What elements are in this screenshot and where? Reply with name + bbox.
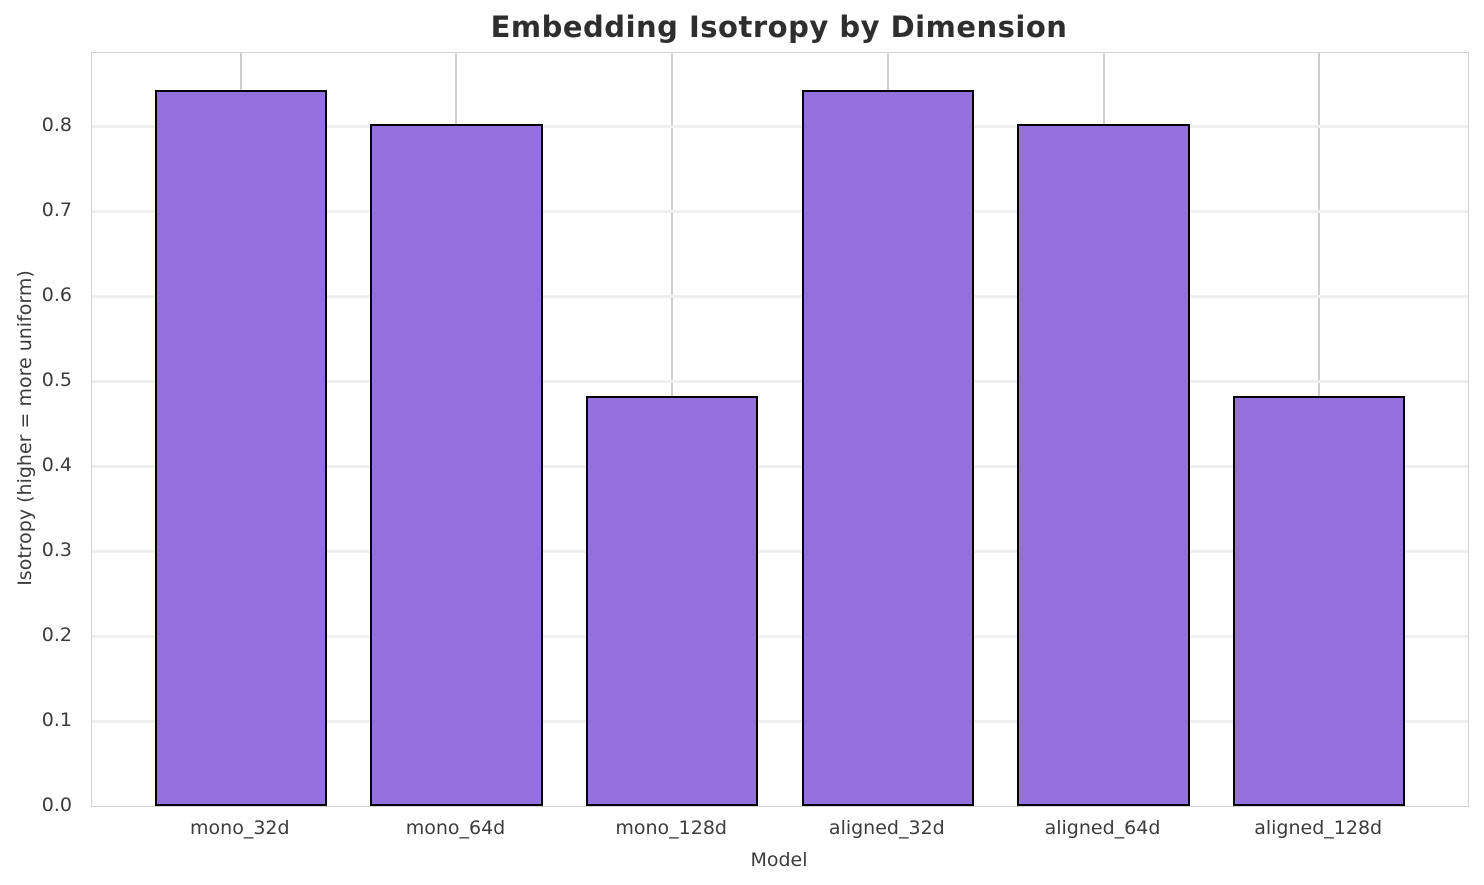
y-tick-label: 0.1 bbox=[41, 708, 72, 731]
bar-mono_64d bbox=[370, 124, 543, 806]
bar-mono_128d bbox=[585, 396, 759, 806]
gridline-horizontal bbox=[92, 719, 1468, 723]
y-axis-label-text: Isotropy (higher = more uniform) bbox=[14, 270, 36, 586]
y-tick-label: 0.0 bbox=[41, 793, 72, 816]
y-tick-label: 0.3 bbox=[41, 538, 72, 561]
x-tick-label: mono_128d bbox=[615, 817, 727, 839]
gridline-horizontal bbox=[92, 464, 1468, 468]
x-tick-label: mono_64d bbox=[405, 817, 506, 839]
y-tick-label: 0.7 bbox=[41, 198, 72, 221]
bar-mono_32d bbox=[154, 89, 328, 806]
gridline-horizontal bbox=[92, 379, 1468, 383]
gridline-horizontal bbox=[92, 209, 1468, 213]
y-tick-label: 0.2 bbox=[41, 623, 72, 646]
gridline-horizontal bbox=[92, 549, 1468, 553]
bar-aligned_128d bbox=[1232, 396, 1406, 806]
bar-aligned_32d bbox=[801, 89, 975, 806]
x-tick-label: mono_32d bbox=[190, 817, 290, 839]
y-tick-label: 0.8 bbox=[41, 113, 72, 136]
y-tick-label: 0.5 bbox=[41, 368, 72, 391]
x-tick-label: aligned_128d bbox=[1254, 817, 1383, 839]
x-tick-label: aligned_32d bbox=[828, 817, 945, 839]
bar-aligned_64d bbox=[1017, 124, 1190, 806]
chart-title: Embedding Isotropy by Dimension bbox=[490, 10, 1068, 44]
x-tick-label: aligned_64d bbox=[1044, 817, 1161, 839]
plot-area bbox=[91, 52, 1469, 807]
gridline-horizontal bbox=[92, 634, 1468, 638]
x-axis-label: Model bbox=[750, 849, 808, 871]
y-tick-label: 0.4 bbox=[41, 453, 72, 476]
gridline-horizontal bbox=[92, 124, 1468, 128]
gridline-horizontal bbox=[92, 294, 1468, 298]
y-tick-label: 0.6 bbox=[41, 283, 72, 306]
